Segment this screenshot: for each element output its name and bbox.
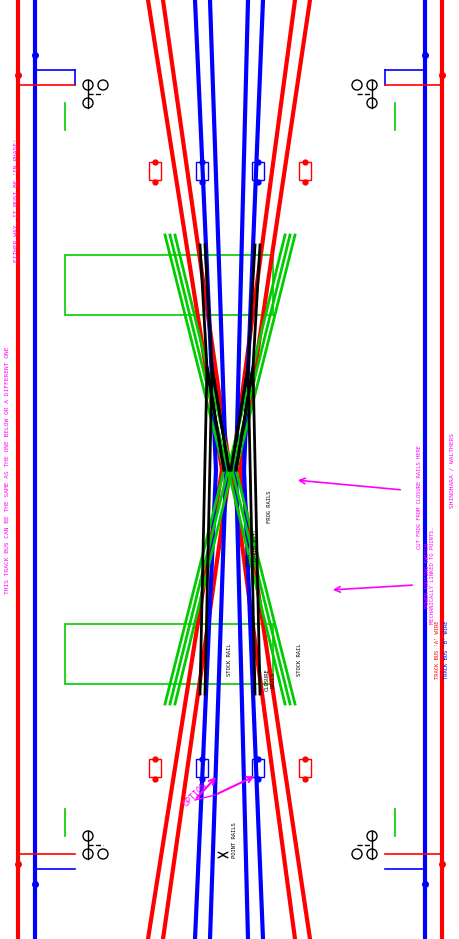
Text: POWER ROUTING SWITCH
MECHANICALLY LINKED TO POINTS.: POWER ROUTING SWITCH MECHANICALLY LINKED…	[424, 526, 435, 623]
Bar	[149, 162, 161, 180]
Text: EITHER WAY, IT MUST BE 'IN PHASE': EITHER WAY, IT MUST BE 'IN PHASE'	[15, 138, 19, 262]
Bar	[252, 162, 263, 180]
Text: CUT FROG FROM CLOSURE RAILS HERE: CUT FROG FROM CLOSURE RAILS HERE	[417, 445, 421, 549]
Text: SHINOHARA / WALTHERS: SHINOHARA / WALTHERS	[448, 433, 453, 507]
Text: STOCK RAIL: STOCK RAIL	[297, 644, 302, 676]
Text: THIS TRACK BUS CAN BE THE SAME AS THE ONE BELOW OR A DIFFERENT ONE: THIS TRACK BUS CAN BE THE SAME AS THE ON…	[6, 346, 11, 593]
Text: FROG: FROG	[245, 553, 250, 566]
Text: TRACK BUS 'A' WIRE: TRACK BUS 'A' WIRE	[435, 621, 440, 679]
Text: GUARD RAIL: GUARD RAIL	[254, 529, 259, 562]
Text: POINT RAILS: POINT RAILS	[232, 823, 237, 858]
Bar	[196, 759, 207, 777]
Text: STOCK RAIL: STOCK RAIL	[227, 644, 232, 676]
Text: TRACK BUS 'B' WIRE: TRACK BUS 'B' WIRE	[443, 621, 448, 679]
Bar	[252, 759, 263, 777]
Text: OPTION: OPTION	[181, 781, 208, 808]
Text: CLOSURE
RAILS: CLOSURE RAILS	[264, 669, 275, 691]
Bar	[196, 162, 207, 180]
Text: FROG RAILS: FROG RAILS	[267, 491, 272, 523]
Bar	[298, 759, 310, 777]
Bar	[65, 624, 272, 684]
Bar	[298, 162, 310, 180]
Bar	[65, 255, 272, 315]
Bar	[149, 759, 161, 777]
